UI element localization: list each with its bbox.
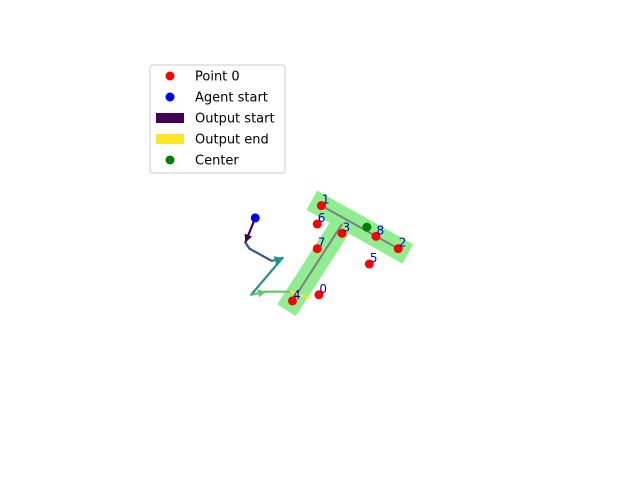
point-marker-2 bbox=[393, 244, 403, 254]
legend-swatch-output-start bbox=[156, 113, 184, 123]
agent-path bbox=[244, 216, 311, 299]
point-marker-3 bbox=[337, 228, 347, 238]
point-marker-4 bbox=[287, 296, 297, 306]
point-label-7: 7 bbox=[318, 236, 326, 250]
center-marker bbox=[362, 222, 372, 232]
point-marker-8 bbox=[371, 231, 381, 241]
legend-label-agent-start: Agent start bbox=[195, 91, 268, 106]
point-marker-0 bbox=[314, 290, 324, 300]
point-marker-1 bbox=[316, 201, 326, 211]
agent-path-segment bbox=[244, 241, 251, 250]
agent-start-marker bbox=[250, 213, 260, 223]
point-label-5: 5 bbox=[370, 251, 378, 265]
legend-swatch-center bbox=[165, 155, 175, 165]
agent-path-arrowhead bbox=[244, 233, 253, 243]
point-label-0: 0 bbox=[319, 282, 327, 296]
legend-label-output-start: Output start bbox=[195, 112, 275, 127]
point-marker-5 bbox=[364, 259, 374, 269]
point-label-8: 8 bbox=[376, 223, 384, 237]
legend-frame bbox=[149, 64, 286, 174]
legend-swatch-point-0 bbox=[165, 71, 175, 81]
legend-label-output-end: Output end bbox=[195, 133, 269, 148]
point-label-4: 4 bbox=[293, 288, 301, 302]
agent-path-segment bbox=[250, 256, 284, 296]
agent-path-arrowhead bbox=[273, 256, 283, 264]
legend-swatch-agent-start bbox=[165, 92, 175, 102]
point-marker-6 bbox=[312, 219, 322, 229]
skeleton-line-upper bbox=[320, 204, 399, 250]
legend: Point 0 Agent start Output start Output end… bbox=[149, 64, 286, 174]
legend-swatch-output-end bbox=[156, 134, 184, 144]
point-label-1: 1 bbox=[322, 193, 330, 207]
point-label-6: 6 bbox=[318, 211, 326, 225]
point-marker-7 bbox=[312, 244, 322, 254]
skeleton-line-lower bbox=[291, 223, 343, 302]
agent-path-arrowhead bbox=[257, 289, 266, 298]
agent-path-segment bbox=[248, 247, 273, 263]
point-label-2: 2 bbox=[399, 236, 407, 250]
skeleton-lines bbox=[291, 204, 399, 302]
point-label-3: 3 bbox=[343, 220, 351, 234]
agent-path-segment bbox=[289, 290, 311, 299]
legend-label-center: Center bbox=[195, 154, 239, 169]
legend-label-point-0: Point 0 bbox=[195, 70, 240, 85]
point-markers: 0 1 2 3 4 5 6 7 8 bbox=[250, 193, 407, 306]
